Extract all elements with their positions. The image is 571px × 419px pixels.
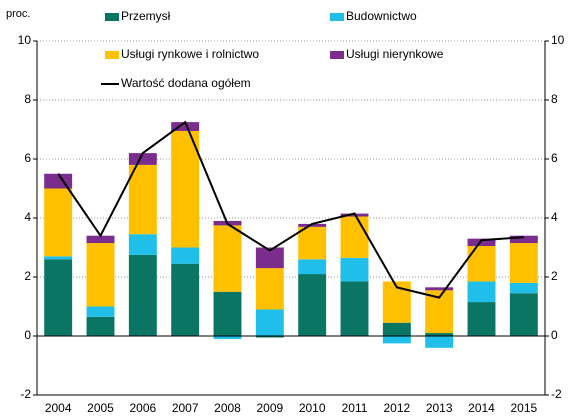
- bar-segment: [425, 333, 454, 336]
- y-tick-label: -2: [20, 387, 31, 401]
- bar-segment: [255, 247, 284, 269]
- bar-segment: [213, 336, 242, 339]
- bar-segment: [255, 268, 284, 310]
- x-tick-label: 2007: [172, 401, 199, 415]
- legend-label: Usługi nierynkowe: [346, 47, 444, 61]
- x-tick-label: 2009: [256, 401, 283, 415]
- y-tick-label: 6: [24, 151, 31, 165]
- bar-segment: [171, 247, 200, 264]
- legend-swatch: [105, 51, 119, 59]
- legend-label: Przemysł: [121, 9, 171, 23]
- bar-segment: [171, 130, 200, 248]
- bar-segment: [425, 287, 454, 291]
- x-tick-label: 2010: [299, 401, 326, 415]
- bar-segment: [44, 173, 73, 189]
- bar-segment: [44, 259, 73, 336]
- x-tick-label: 2014: [468, 401, 495, 415]
- y2-tick-label: 2: [551, 269, 558, 283]
- bar-segment: [467, 281, 496, 303]
- legend-swatch: [105, 13, 119, 21]
- bar-segment: [128, 164, 157, 235]
- bar-segment: [171, 263, 200, 336]
- bar-segment: [382, 336, 411, 344]
- bar-segment: [255, 309, 284, 336]
- legend-label: Usługi rynkowe i rolnictwo: [121, 47, 259, 61]
- x-tick-label: 2013: [426, 401, 453, 415]
- line-series: [57, 120, 524, 299]
- legend-swatch: [330, 13, 344, 21]
- legend-swatch: [330, 51, 344, 59]
- bar-segment: [128, 153, 157, 165]
- legend-label: Wartość dodana ogółem: [121, 76, 251, 90]
- y-axis-label: proc.: [6, 8, 30, 20]
- bar-segment: [509, 243, 538, 283]
- x-tick-label: 2006: [129, 401, 156, 415]
- y-tick-label: 8: [24, 92, 31, 106]
- bar-segment: [213, 291, 242, 336]
- x-tick-label: 2012: [383, 401, 410, 415]
- bar-segment: [298, 223, 327, 227]
- y-tick-label: 2: [24, 269, 31, 283]
- x-tick-label: 2011: [342, 401, 368, 415]
- y2-tick-label: 8: [551, 92, 558, 106]
- bar-segment: [509, 235, 538, 244]
- legend-label: Budownictwo: [346, 9, 417, 23]
- bar-segment: [298, 259, 327, 275]
- y2-tick-label: 10: [551, 33, 565, 47]
- bar-segment: [128, 254, 157, 336]
- y-tick-label: 10: [18, 33, 32, 47]
- y-tick-label: 0: [24, 328, 31, 342]
- y-tick-label: 4: [24, 210, 31, 224]
- bar-segment: [509, 293, 538, 336]
- bar-segment: [255, 336, 284, 338]
- bar-segment: [509, 282, 538, 294]
- bar-segment: [340, 216, 369, 258]
- bar-segment: [467, 246, 496, 282]
- bar-segment: [213, 225, 242, 292]
- bar-segment: [86, 306, 115, 317]
- x-tick-label: 2008: [214, 401, 241, 415]
- y2-tick-label: 4: [551, 210, 558, 224]
- bar-segment: [86, 235, 115, 244]
- bar-segment: [382, 322, 411, 336]
- y2-tick-label: -2: [551, 387, 562, 401]
- x-tick-label: 2004: [45, 401, 72, 415]
- bar-segment: [171, 122, 200, 131]
- bar-segment: [86, 316, 115, 336]
- bar-segment: [298, 274, 327, 336]
- bar-segment: [425, 336, 454, 348]
- y2-tick-label: 0: [551, 328, 558, 342]
- bar-segment: [467, 238, 496, 247]
- bar-segment: [86, 243, 115, 307]
- bar-segment: [298, 226, 327, 260]
- bar-segment: [128, 234, 157, 255]
- bar-segment: [340, 281, 369, 336]
- bar-segment: [340, 257, 369, 282]
- bar-segment: [44, 188, 73, 257]
- bar-segment: [467, 302, 496, 336]
- x-tick-label: 2005: [87, 401, 114, 415]
- y2-tick-label: 6: [551, 151, 558, 165]
- x-tick-label: 2015: [510, 401, 537, 415]
- bar-segment: [44, 256, 73, 260]
